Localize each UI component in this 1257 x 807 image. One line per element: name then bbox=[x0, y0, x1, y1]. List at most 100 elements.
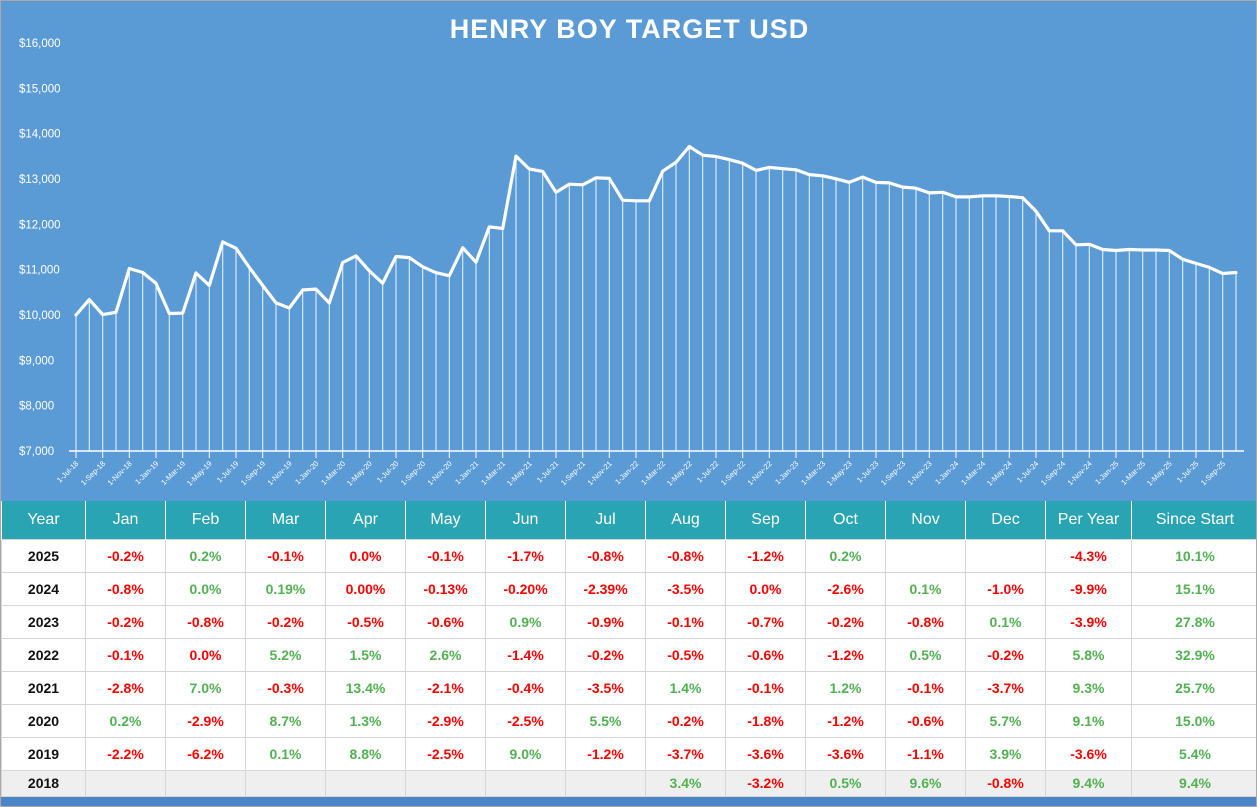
return-cell: -1.1% bbox=[885, 736, 966, 771]
year-row-2022: 2022 -0.1% 0.0% 5.2% 1.5% 2.6% -1.4% -0.2% -0.5%… bbox=[1, 637, 1256, 672]
return-cell: 0.9% bbox=[485, 604, 566, 639]
x-tick-label: 1-Nov-23 bbox=[906, 459, 934, 487]
chart-area: HENRY BOY TARGET USD 1-Jul-18 1-Sep-18 1-N… bbox=[1, 1, 1256, 501]
return-cell bbox=[965, 538, 1046, 573]
y-axis-label: $11,000 bbox=[19, 265, 60, 277]
return-cell: 3.9% bbox=[965, 736, 1046, 771]
col-header-apr: Apr bbox=[325, 501, 406, 539]
return-cell: 5.8% bbox=[1045, 637, 1132, 672]
col-header-per-year: Per Year bbox=[1045, 501, 1132, 539]
return-cell: -0.1% bbox=[245, 538, 326, 573]
return-cell: -0.2% bbox=[565, 637, 646, 672]
return-cell: -9.9% bbox=[1045, 571, 1132, 606]
return-cell: -0.2% bbox=[85, 538, 166, 573]
x-tick-label: 1-Sep-23 bbox=[879, 459, 907, 487]
return-cell: -0.1% bbox=[885, 670, 966, 705]
return-cell: -3.9% bbox=[1045, 604, 1132, 639]
col-header-mar: Mar bbox=[245, 501, 326, 539]
col-header-jun: Jun bbox=[485, 501, 566, 539]
return-cell: 0.2% bbox=[165, 538, 246, 573]
x-tick-label: 1-Jul-20 bbox=[375, 459, 401, 485]
return-cell bbox=[245, 769, 326, 797]
return-cell: 9.4% bbox=[1045, 769, 1132, 797]
x-tick-label: 1-Mar-24 bbox=[959, 459, 987, 487]
return-cell: -2.6% bbox=[805, 571, 886, 606]
return-cell: -0.2% bbox=[245, 604, 326, 639]
return-cell bbox=[485, 769, 566, 797]
return-cell: -2.2% bbox=[85, 736, 166, 771]
col-header-aug: Aug bbox=[645, 501, 726, 539]
col-header-since-start: Since Start bbox=[1131, 501, 1256, 539]
year-cell: 2020 bbox=[1, 703, 86, 738]
y-axis-label: $12,000 bbox=[19, 219, 61, 231]
return-cell: -1.7% bbox=[485, 538, 566, 573]
x-tick-label: 1-Nov-18 bbox=[106, 459, 134, 487]
return-cell: -0.1% bbox=[405, 538, 486, 573]
x-tick-label: 1-Nov-19 bbox=[266, 459, 294, 487]
year-cell: 2025 bbox=[1, 538, 86, 573]
x-tick-label: 1-Sep-25 bbox=[1199, 459, 1227, 487]
return-cell: -0.2% bbox=[645, 703, 726, 738]
return-cell: 0.2% bbox=[85, 703, 166, 738]
return-cell: -2.5% bbox=[485, 703, 566, 738]
return-cell: -0.8% bbox=[165, 604, 246, 639]
price-line bbox=[74, 144, 1238, 317]
return-cell: 27.8% bbox=[1131, 604, 1256, 639]
return-cell: 9.4% bbox=[1131, 769, 1256, 797]
x-tick-label: 1-Nov-22 bbox=[746, 459, 774, 487]
return-cell: 0.5% bbox=[805, 769, 886, 797]
y-axis-label: $7,000 bbox=[19, 446, 54, 458]
return-cell: 0.1% bbox=[965, 604, 1046, 639]
return-cell: -3.7% bbox=[965, 670, 1046, 705]
return-cell: -1.8% bbox=[725, 703, 806, 738]
year-cell: 2023 bbox=[1, 604, 86, 639]
return-cell: -0.5% bbox=[325, 604, 406, 639]
return-cell: 0.1% bbox=[885, 571, 966, 606]
return-cell: -4.3% bbox=[1045, 538, 1132, 573]
x-tick-label: 1-Sep-24 bbox=[1039, 459, 1067, 487]
year-row-2021: 2021 -2.8% 7.0% -0.3% 13.4% -2.1% -0.4% -3.5% 1.… bbox=[1, 670, 1256, 705]
x-tick-label: 1-May-20 bbox=[345, 459, 374, 488]
return-cell: 7.0% bbox=[165, 670, 246, 705]
return-cell: 9.0% bbox=[485, 736, 566, 771]
return-cell: 5.5% bbox=[565, 703, 646, 738]
return-cell: 0.0% bbox=[325, 538, 406, 573]
y-axis-label: $10,000 bbox=[19, 310, 61, 322]
return-cell: -1.2% bbox=[565, 736, 646, 771]
x-tick-label: 1-Jul-18 bbox=[55, 459, 81, 485]
year-row-2019: 2019 -2.2% -6.2% 0.1% 8.8% -2.5% 9.0% -1.2% -3.7… bbox=[1, 736, 1256, 771]
y-axis-label: $13,000 bbox=[19, 174, 61, 186]
x-tick-label: 1-May-22 bbox=[665, 459, 694, 488]
return-cell: 5.7% bbox=[965, 703, 1046, 738]
return-cell: 5.2% bbox=[245, 637, 326, 672]
x-tick-label: 1-Jan-25 bbox=[1093, 459, 1120, 486]
return-cell: -0.1% bbox=[725, 670, 806, 705]
return-cell: -0.20% bbox=[485, 571, 566, 606]
return-cell: -0.7% bbox=[725, 604, 806, 639]
return-cell: -3.5% bbox=[565, 670, 646, 705]
year-row-2020: 2020 0.2% -2.9% 8.7% 1.3% -2.9% -2.5% 5.5% -0.2%… bbox=[1, 703, 1256, 738]
table-header: Year Jan Feb Mar Apr May Jun Jul Aug Sep Oct Nov Dec… bbox=[1, 501, 1256, 539]
col-header-oct: Oct bbox=[805, 501, 886, 539]
return-cell: -0.5% bbox=[645, 637, 726, 672]
y-axis-label: $9,000 bbox=[19, 355, 54, 367]
return-cell: -2.9% bbox=[165, 703, 246, 738]
return-cell: 10.1% bbox=[1131, 538, 1256, 573]
return-cell bbox=[565, 769, 646, 797]
return-cell: -0.6% bbox=[885, 703, 966, 738]
return-cell: 0.00% bbox=[325, 571, 406, 606]
x-tick-label: 1-Mar-20 bbox=[319, 459, 347, 487]
return-cell: 8.8% bbox=[325, 736, 406, 771]
x-tick-label: 1-Sep-19 bbox=[239, 459, 267, 487]
return-cell: 15.1% bbox=[1131, 571, 1256, 606]
col-header-year: Year bbox=[1, 501, 86, 539]
year-row-2024: 2024 -0.8% 0.0% 0.19% 0.00% -0.13% -0.20% -2.39… bbox=[1, 571, 1256, 606]
return-cell: 0.0% bbox=[725, 571, 806, 606]
bottom-strip bbox=[1, 796, 1256, 806]
return-cell: 9.6% bbox=[885, 769, 966, 797]
return-cell: 0.1% bbox=[245, 736, 326, 771]
return-cell: 0.19% bbox=[245, 571, 326, 606]
return-cell: 1.2% bbox=[805, 670, 886, 705]
return-cell: -0.8% bbox=[645, 538, 726, 573]
